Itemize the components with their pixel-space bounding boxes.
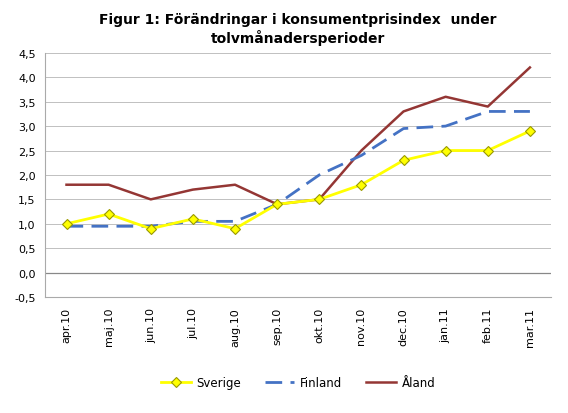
Sverige [190, 217, 197, 222]
Finland [63, 224, 70, 229]
Åland [400, 110, 407, 115]
Åland [527, 66, 533, 71]
Finland [527, 110, 533, 115]
Finland [105, 224, 112, 229]
Åland [63, 183, 70, 188]
Åland [190, 188, 197, 192]
Åland [105, 183, 112, 188]
Finland [274, 202, 281, 207]
Finland [190, 219, 197, 224]
Åland [147, 197, 154, 202]
Sverige [63, 222, 70, 227]
Sverige [147, 227, 154, 232]
Finland [358, 154, 365, 159]
Åland [485, 105, 491, 110]
Sverige [485, 149, 491, 154]
Finland [485, 110, 491, 115]
Sverige [232, 227, 239, 232]
Åland [442, 95, 449, 100]
Finland [400, 127, 407, 132]
Åland [232, 183, 239, 188]
Sverige [527, 129, 533, 134]
Finland [442, 124, 449, 129]
Title: Figur 1: Förändringar i konsumentprisindex  under
tolvmånadersperioder: Figur 1: Förändringar i konsumentprisind… [99, 13, 497, 45]
Line: Finland: Finland [66, 112, 530, 227]
Sverige [358, 183, 365, 188]
Åland [274, 202, 281, 207]
Legend: Sverige, Finland, Åland: Sverige, Finland, Åland [156, 371, 440, 394]
Sverige [400, 159, 407, 164]
Åland [316, 197, 323, 202]
Line: Åland: Åland [66, 68, 530, 205]
Sverige [274, 202, 281, 207]
Line: Sverige: Sverige [63, 128, 533, 233]
Åland [358, 149, 365, 154]
Sverige [442, 149, 449, 154]
Finland [316, 173, 323, 178]
Sverige [105, 212, 112, 217]
Sverige [316, 197, 323, 202]
Finland [147, 224, 154, 229]
Finland [232, 219, 239, 224]
